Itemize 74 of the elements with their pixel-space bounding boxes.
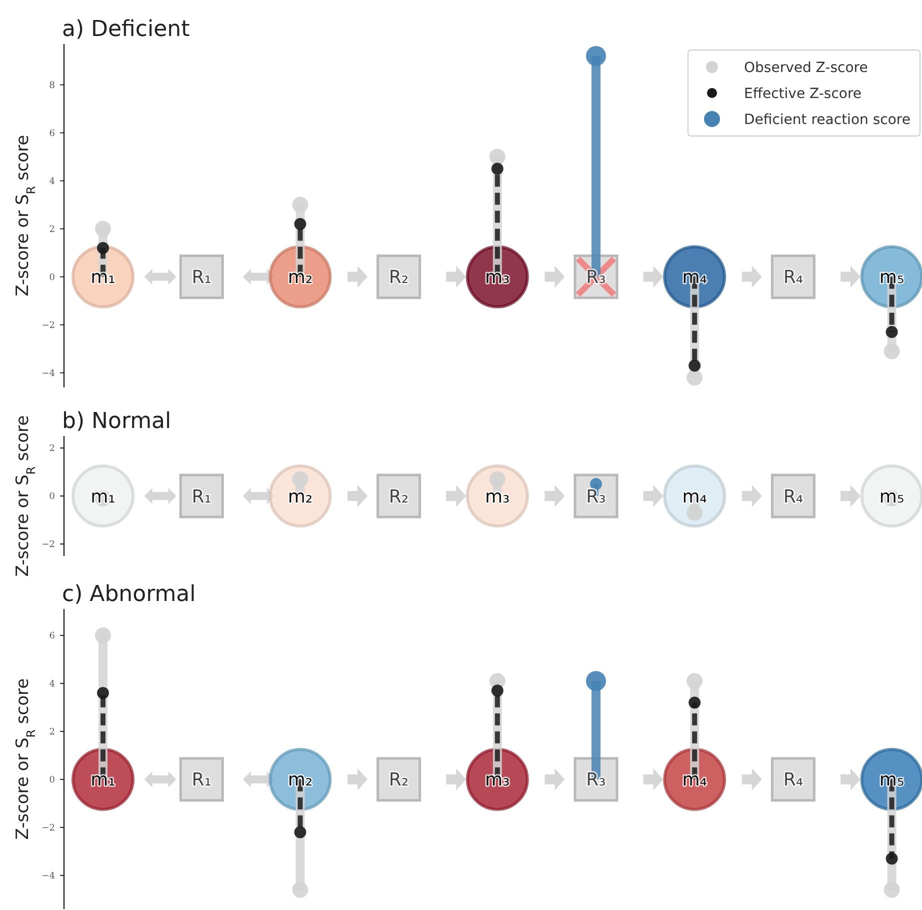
point xyxy=(491,684,504,697)
x-tick-label: m₁ xyxy=(90,486,116,508)
point xyxy=(688,696,701,709)
x-tick-label: R₃ xyxy=(586,486,606,508)
x-tick-label: R₂ xyxy=(388,770,409,791)
point xyxy=(489,148,506,165)
x-tick-label: m₄ xyxy=(682,486,707,508)
y-tick-label: −4 xyxy=(42,872,56,882)
y-tick-label: −2 xyxy=(42,320,55,331)
point xyxy=(590,478,602,490)
x-tick-label: m₃ xyxy=(485,770,510,791)
y-tick-label: −4 xyxy=(42,368,56,379)
chart-title: a) Deficient xyxy=(62,17,190,42)
y-tick-label: 6 xyxy=(49,128,56,139)
point xyxy=(292,882,308,898)
point xyxy=(886,852,898,865)
chart-title: b) Normal xyxy=(62,409,172,434)
point xyxy=(95,627,111,644)
y-tick-label: 2 xyxy=(49,224,55,235)
point xyxy=(294,826,306,838)
x-tick-label: m₅ xyxy=(879,486,904,508)
x-tick-label: m₅ xyxy=(879,770,904,791)
x-tick-label: R₂ xyxy=(388,486,409,508)
x-tick-label: R₃ xyxy=(586,267,606,288)
point xyxy=(489,471,506,488)
x-tick-label: R₁ xyxy=(192,267,212,288)
chart-title: c) Abnormal xyxy=(62,582,196,607)
point xyxy=(686,673,703,689)
point xyxy=(686,370,703,386)
point xyxy=(686,504,703,521)
x-tick-label: R₄ xyxy=(783,267,804,288)
legend-label: Effective Z-score xyxy=(744,86,862,102)
x-tick-label: R₄ xyxy=(783,770,804,791)
point xyxy=(97,242,109,254)
legend-label: Deficient reaction score xyxy=(744,112,910,128)
point xyxy=(886,326,898,338)
x-tick-label: m₃ xyxy=(485,267,510,288)
y-tick-label: 2 xyxy=(49,728,55,738)
y-tick-label: 0 xyxy=(49,776,56,786)
point xyxy=(95,220,111,237)
x-tick-label: R₁ xyxy=(192,770,212,791)
x-tick-label: R₃ xyxy=(586,770,606,791)
point xyxy=(292,196,308,213)
x-tick-label: m₂ xyxy=(288,267,313,288)
point xyxy=(292,471,308,488)
y-tick-label: 6 xyxy=(49,632,56,642)
x-tick-label: m₄ xyxy=(682,267,707,288)
x-tick-label: m₁ xyxy=(90,770,116,791)
point xyxy=(586,46,606,66)
x-tick-label: m₅ xyxy=(879,267,904,288)
y-tick-label: 2 xyxy=(49,444,55,454)
y-tick-label: 8 xyxy=(49,80,56,91)
y-tick-label: 0 xyxy=(49,272,56,283)
x-tick-label: R₄ xyxy=(783,486,804,508)
legend-label: Observed Z-score xyxy=(744,60,868,76)
y-tick-label: 4 xyxy=(49,176,56,187)
y-tick-label: −2 xyxy=(42,540,55,550)
x-tick-label: m₁ xyxy=(90,267,116,288)
x-tick-label: R₁ xyxy=(192,486,212,508)
point xyxy=(688,360,701,372)
x-tick-label: m₂ xyxy=(288,486,313,508)
x-tick-label: m₂ xyxy=(288,770,313,791)
point xyxy=(97,687,109,699)
point xyxy=(884,882,900,898)
point xyxy=(491,162,504,175)
point xyxy=(884,343,900,360)
y-tick-label: −2 xyxy=(42,824,55,834)
point xyxy=(586,671,606,691)
x-tick-label: R₂ xyxy=(388,267,409,288)
y-tick-label: 0 xyxy=(49,492,56,502)
point xyxy=(294,218,306,230)
x-tick-label: m₃ xyxy=(485,486,510,508)
x-tick-label: m₄ xyxy=(682,770,707,791)
y-tick-label: 4 xyxy=(49,680,56,690)
